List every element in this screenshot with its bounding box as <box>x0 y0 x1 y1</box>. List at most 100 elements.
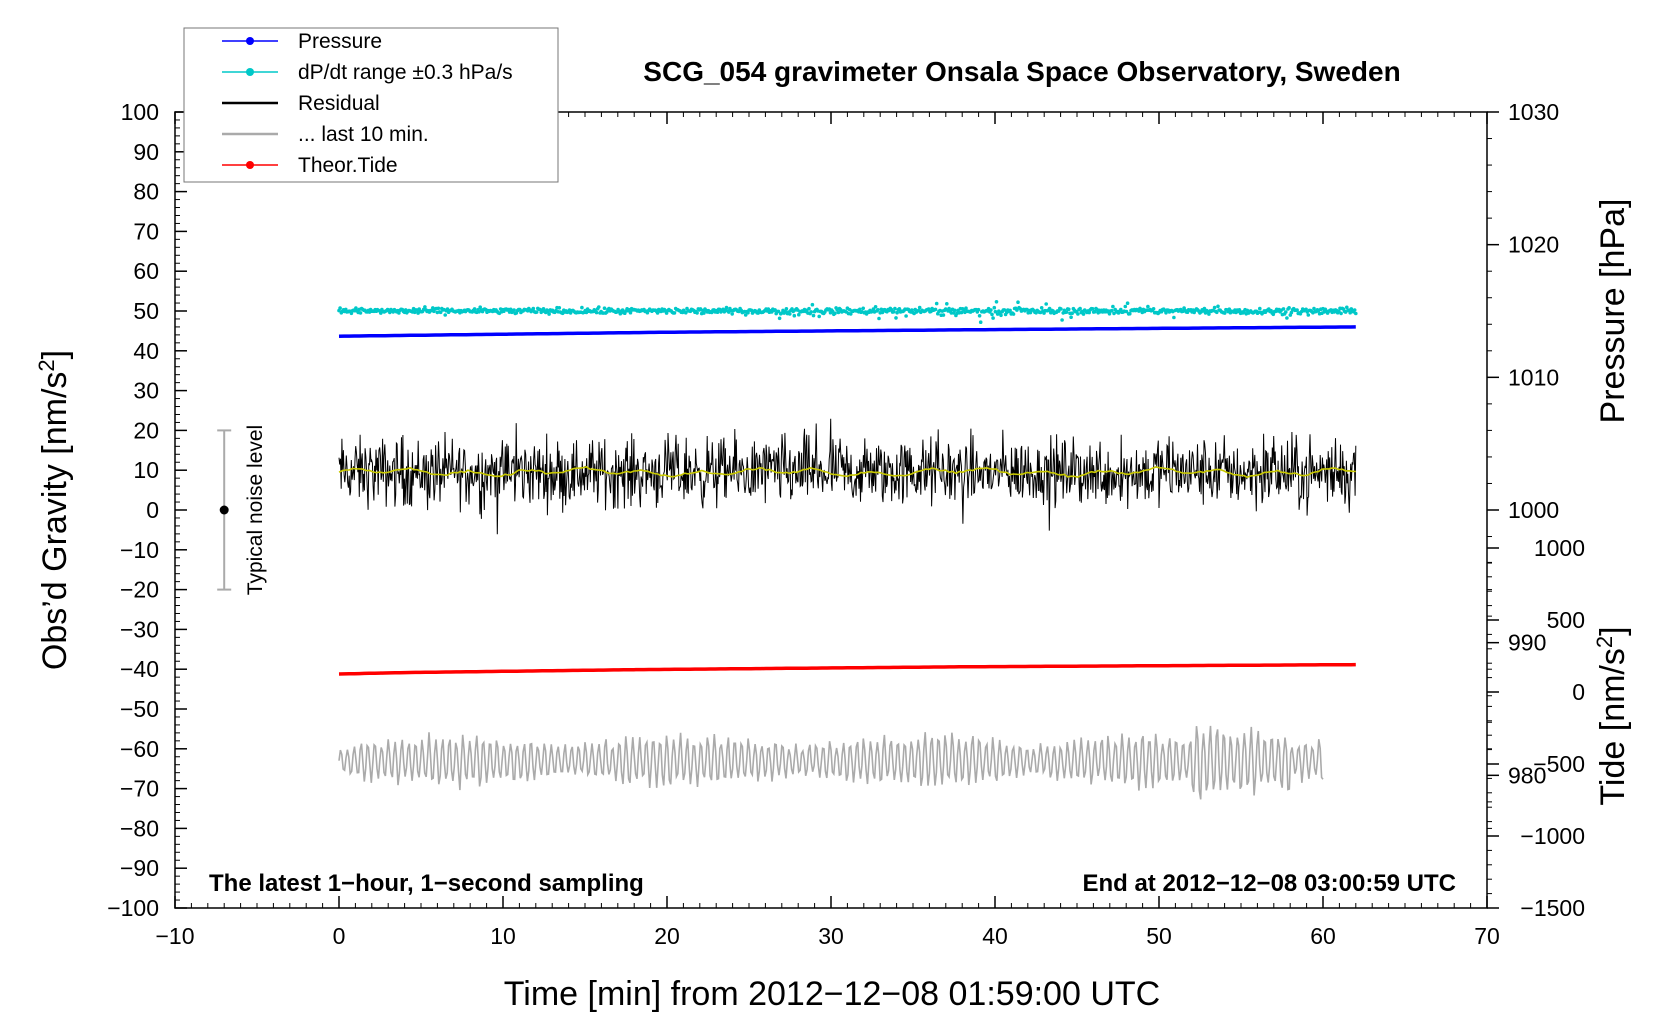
dpdt-point <box>1028 310 1033 315</box>
plot-frame <box>174 111 1488 909</box>
dpdt-point <box>1076 312 1080 316</box>
dpdt-point <box>1110 308 1114 313</box>
dpdt-point <box>1339 311 1343 316</box>
legend-box <box>183 27 559 183</box>
y-left-tick-label: 100 <box>121 99 159 125</box>
y-left-tick-label: 0 <box>146 497 159 523</box>
dpdt-point <box>977 314 982 318</box>
dpdt-point <box>947 306 951 311</box>
dpdt-point <box>893 306 897 311</box>
y-left-tick-label: 90 <box>133 139 159 165</box>
dpdt-point <box>994 300 999 304</box>
noise-indicator: Typical noise level <box>217 425 267 595</box>
y-left-tick-label: −70 <box>120 776 159 802</box>
legend-entry: dP/dt range ±0.3 hPa/s <box>222 61 513 84</box>
dpdt-point <box>1067 307 1071 312</box>
legend-entry: Pressure <box>222 30 382 53</box>
y-axis-title-left: Obs’d Gravity [nm/s2] <box>34 350 74 670</box>
dpdt-point <box>1123 304 1128 309</box>
dpdt-point <box>724 305 729 310</box>
dpdt-point <box>904 314 908 318</box>
x-tick-label: 20 <box>654 923 680 949</box>
dpdt-point <box>810 302 815 307</box>
dpdt-point <box>945 302 949 306</box>
dpdt-point <box>978 320 983 325</box>
dpdt-point <box>1337 309 1341 314</box>
dpdt-point <box>876 308 880 312</box>
series-theor-tide <box>338 662 1356 676</box>
legend-label: ... last 10 min. <box>298 123 429 146</box>
dpdt-point <box>478 305 483 310</box>
dpdt-point <box>797 312 801 317</box>
dpdt-point <box>1124 309 1129 314</box>
dpdt-point <box>594 310 599 315</box>
dpdt-point <box>1078 306 1082 311</box>
dpdt-point <box>1207 312 1211 316</box>
dpdt-point <box>1111 304 1115 309</box>
dpdt-point <box>976 307 981 312</box>
dpdt-point <box>1128 311 1132 316</box>
dpdt-point <box>1306 313 1311 317</box>
dpdt-point <box>338 306 342 310</box>
dpdt-point <box>993 309 998 314</box>
dpdt-point <box>397 311 401 315</box>
tide-tick-label: −1500 <box>1520 895 1585 921</box>
dpdt-point <box>989 308 993 312</box>
dpdt-point <box>438 310 443 315</box>
dpdt-point <box>1039 306 1044 310</box>
dpdt-point <box>541 307 546 311</box>
dpdt-point <box>1107 312 1112 316</box>
legend-label: dP/dt range ±0.3 hPa/s <box>298 61 513 84</box>
dpdt-point <box>1151 307 1156 311</box>
y-left-tick-label: 70 <box>133 218 159 244</box>
dpdt-point <box>1354 311 1358 316</box>
x-tick-label: 70 <box>1474 923 1500 949</box>
chart-title: SCG_054 gravimeter Onsala Space Observat… <box>643 56 1400 87</box>
dpdt-point <box>941 313 946 317</box>
y-left-tick-label: −10 <box>120 537 159 563</box>
dpdt-point <box>1125 301 1130 306</box>
dpdt-point <box>833 311 837 316</box>
legend-swatch-marker <box>246 37 254 45</box>
dpdt-point <box>602 306 607 311</box>
dpdt-point <box>817 314 821 319</box>
dpdt-point <box>1064 310 1069 314</box>
dpdt-point <box>1081 312 1086 316</box>
dpdt-point <box>531 306 536 311</box>
dpdt-point <box>1312 306 1316 311</box>
series-residual-smoothed <box>338 466 1356 479</box>
dpdt-point <box>1002 308 1007 312</box>
dpdt-point <box>1348 310 1352 315</box>
dpdt-point <box>1056 309 1061 313</box>
dpdt-point <box>1289 310 1294 315</box>
series-dpdt <box>337 300 1358 325</box>
dpdt-point <box>894 316 898 320</box>
axis-tick-labels: −10 0 10 20 30 40 50 60 701009080706050403020100… <box>107 99 1585 949</box>
dpdt-point <box>858 307 862 312</box>
dpdt-point <box>933 307 938 312</box>
dpdt-point <box>917 305 922 310</box>
tide-tick-label: 500 <box>1547 607 1585 633</box>
dpdt-point <box>836 310 841 315</box>
dpdt-point <box>557 306 562 310</box>
tide-tick-label: 1000 <box>1534 535 1585 561</box>
dpdt-point <box>715 310 720 315</box>
dpdt-point <box>672 311 677 315</box>
tide-tick-label: −500 <box>1533 751 1585 777</box>
dpdt-point <box>580 305 584 310</box>
dpdt-point <box>934 301 939 306</box>
dpdt-point <box>746 310 750 315</box>
dpdt-point <box>618 311 623 316</box>
dpdt-point <box>871 307 876 311</box>
legend-label: Pressure <box>298 30 382 53</box>
dpdt-point <box>423 305 427 309</box>
dpdt-point <box>926 307 931 311</box>
y-axis-title-pressure: Pressure [hPa] <box>1594 199 1632 424</box>
dpdt-point <box>1295 308 1299 312</box>
dpdt-point <box>512 308 516 312</box>
y-left-tick-label: −80 <box>120 815 159 841</box>
noise-label: Typical noise level <box>244 425 267 595</box>
dpdt-point <box>1146 304 1150 309</box>
y-left-tick-label: 80 <box>133 179 159 205</box>
series-layer <box>337 300 1358 800</box>
